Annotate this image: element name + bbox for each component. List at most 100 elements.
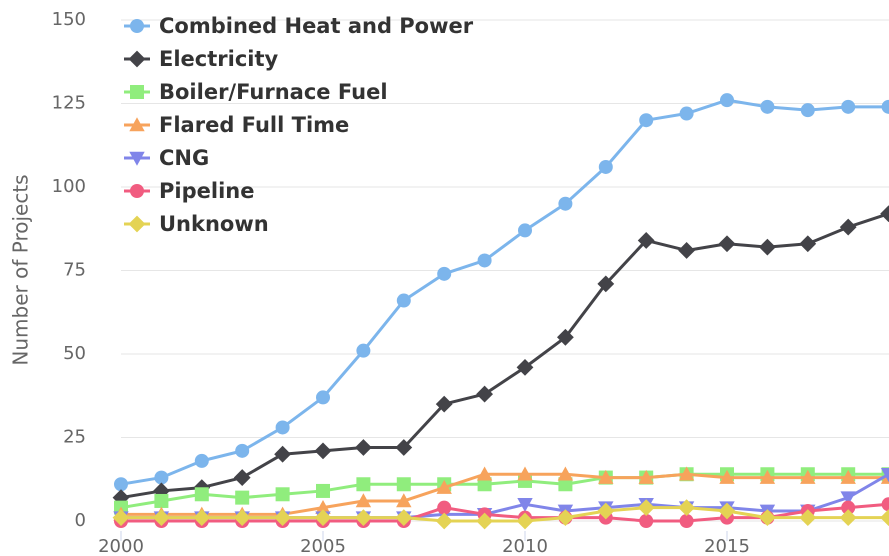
marker <box>597 275 615 293</box>
marker <box>235 490 250 505</box>
marker <box>130 85 144 99</box>
marker <box>194 453 209 468</box>
series-line <box>120 98 889 486</box>
marker <box>476 466 493 481</box>
y-axis-title: Number of Projects <box>9 174 33 365</box>
y-tick-label: 50 <box>63 343 86 364</box>
x-tick-label: 2005 <box>300 536 346 556</box>
marker <box>516 512 534 530</box>
marker <box>759 469 776 484</box>
marker <box>517 498 533 512</box>
y-tick-label: 25 <box>63 427 86 448</box>
marker <box>154 470 169 485</box>
marker <box>128 50 146 68</box>
marker <box>130 19 144 33</box>
marker <box>477 253 492 268</box>
series-line <box>120 212 889 500</box>
marker <box>558 196 573 211</box>
y-tick-label: 100 <box>52 176 86 197</box>
legend-label: Flared Full Time <box>159 113 349 137</box>
legend-label: Combined Heat and Power <box>159 14 474 38</box>
marker <box>839 509 857 527</box>
marker <box>881 99 889 114</box>
marker <box>314 442 332 460</box>
marker <box>720 93 734 108</box>
marker <box>129 151 145 166</box>
y-tick-label: 150 <box>52 9 86 30</box>
marker <box>153 509 170 527</box>
marker <box>518 223 532 238</box>
marker <box>235 443 250 458</box>
marker <box>112 509 130 527</box>
marker <box>598 469 614 484</box>
marker <box>800 469 816 484</box>
marker <box>355 509 372 527</box>
series <box>112 205 889 507</box>
series-line <box>121 472 889 516</box>
marker <box>114 477 128 492</box>
marker <box>759 238 776 256</box>
marker <box>275 487 290 502</box>
series <box>114 497 889 528</box>
marker <box>678 499 695 517</box>
legend-label: Boiler/Furnace Fuel <box>159 80 388 104</box>
marker <box>130 184 144 198</box>
marker <box>597 502 615 520</box>
marker <box>476 385 493 403</box>
marker <box>395 439 413 456</box>
marker <box>153 482 170 500</box>
marker <box>678 466 695 481</box>
marker <box>759 509 776 527</box>
legend-label: CNG <box>159 146 209 170</box>
marker <box>557 328 574 346</box>
series <box>112 499 889 530</box>
marker <box>436 479 452 494</box>
marker <box>129 117 145 132</box>
marker <box>316 483 330 498</box>
x-tick-label: 2000 <box>98 536 144 556</box>
marker <box>679 106 694 121</box>
x-tick-label: 2015 <box>704 536 750 556</box>
marker <box>516 358 534 376</box>
marker <box>355 493 372 508</box>
marker <box>477 477 492 492</box>
marker <box>233 509 251 527</box>
marker <box>314 509 332 527</box>
marker <box>841 99 856 114</box>
marker <box>638 469 654 484</box>
marker <box>128 215 146 233</box>
grid <box>121 19 889 522</box>
marker <box>154 493 169 508</box>
marker <box>355 439 372 456</box>
marker <box>840 491 856 506</box>
marker <box>880 467 889 482</box>
marker <box>194 487 209 502</box>
marker <box>274 509 291 527</box>
marker <box>356 343 371 358</box>
marker <box>880 509 889 527</box>
marker <box>274 445 291 463</box>
legend-label: Electricity <box>159 47 279 71</box>
marker <box>799 509 817 527</box>
marker <box>437 500 452 515</box>
marker <box>639 113 654 128</box>
marker <box>356 477 371 492</box>
marker <box>233 469 251 486</box>
marker <box>637 499 655 517</box>
marker <box>637 232 655 249</box>
marker <box>678 242 695 259</box>
marker <box>396 477 411 492</box>
marker <box>598 159 613 174</box>
marker <box>396 493 412 508</box>
marker <box>275 420 290 435</box>
marker <box>880 205 889 223</box>
marker <box>517 466 533 481</box>
marker <box>679 514 694 528</box>
marker <box>396 293 411 308</box>
marker <box>718 502 736 520</box>
y-tick-label: 0 <box>75 510 86 531</box>
marker <box>841 500 856 515</box>
marker <box>719 469 735 484</box>
y-tick-label: 125 <box>52 93 86 114</box>
